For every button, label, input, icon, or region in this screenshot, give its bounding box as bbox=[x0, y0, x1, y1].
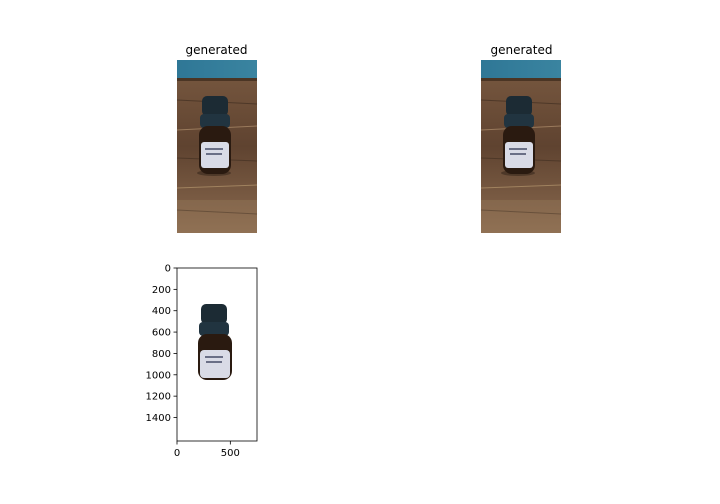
y-tick-label: 1000 bbox=[146, 370, 171, 381]
segmented-bottle-image bbox=[177, 268, 257, 441]
y-tick-label: 1200 bbox=[146, 392, 171, 403]
y-tick-label: 1400 bbox=[146, 413, 171, 424]
y-axis: 0 200 400 600 800 1000 1200 1400 bbox=[146, 264, 177, 424]
generated-image-top-right bbox=[480, 59, 562, 234]
y-tick-label: 600 bbox=[152, 328, 171, 339]
panel-title-top-left: generated bbox=[186, 43, 248, 57]
panel-top-right: generated bbox=[480, 43, 562, 234]
panel-bottom-left: 0 200 400 600 800 1000 1200 1400 0 500 bbox=[146, 264, 258, 459]
panel-title-top-right: generated bbox=[491, 43, 553, 57]
x-axis: 0 500 bbox=[174, 441, 240, 459]
y-tick-label: 0 bbox=[165, 264, 171, 275]
y-tick-label: 200 bbox=[152, 285, 171, 296]
x-tick-label: 500 bbox=[221, 448, 240, 459]
panel-top-left: generated bbox=[176, 43, 258, 234]
y-tick-label: 400 bbox=[152, 306, 171, 317]
axes-frame bbox=[176, 267, 258, 442]
y-tick-label: 800 bbox=[152, 349, 171, 360]
generated-image-top-left bbox=[176, 59, 258, 234]
x-tick-label: 0 bbox=[174, 448, 180, 459]
